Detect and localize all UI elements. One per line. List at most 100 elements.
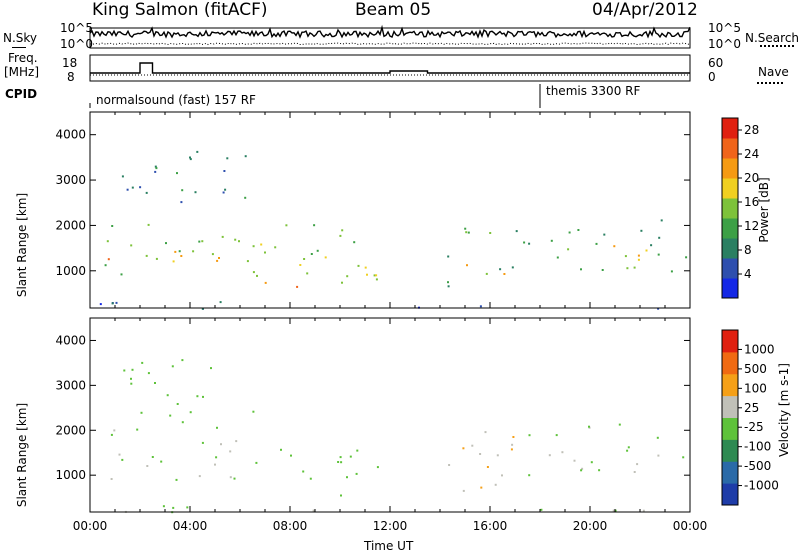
power-cell	[479, 305, 482, 308]
power-cell	[464, 227, 467, 230]
velocity-colorbar-swatch	[722, 395, 738, 418]
velocity-colorbar-tick-label: -1000	[744, 479, 779, 493]
velocity-cell	[573, 459, 576, 462]
velocity-cell	[349, 455, 352, 458]
time-tick-label: 16:00	[473, 519, 508, 533]
freq-unit-label: [MHz]	[4, 65, 40, 79]
power-cell	[316, 249, 319, 252]
cpid-segment-label: normalsound (fast) 157 RF	[96, 93, 256, 107]
nsearch-trace	[89, 42, 691, 46]
velocity-cell	[229, 476, 232, 479]
power-cell	[310, 253, 313, 255]
power-cell	[357, 264, 360, 267]
counts-left-tick-high: 10^5	[60, 21, 93, 35]
power-cell	[126, 188, 129, 191]
velocity-cell	[540, 508, 543, 511]
power-cell	[180, 255, 183, 257]
velocity-cell	[581, 467, 584, 470]
velocity-cell	[633, 471, 636, 473]
velocity-cell	[614, 509, 617, 512]
power-cell	[550, 239, 553, 242]
velocity-cell	[511, 443, 514, 446]
power-cell	[447, 281, 449, 284]
power-cell	[181, 189, 184, 192]
power-cell	[603, 233, 606, 236]
power-colorbar-swatch	[722, 258, 738, 279]
power-cell	[218, 257, 220, 259]
power-cell	[174, 250, 177, 253]
nsearch-label: N.Search	[745, 31, 800, 45]
power-cell	[154, 170, 157, 173]
power-cell	[503, 273, 506, 275]
velocity-cell	[494, 483, 497, 486]
nsearch-legend-line	[760, 45, 794, 47]
time-tick-label: 08:00	[273, 519, 308, 533]
power-cell	[685, 256, 688, 259]
power-cell	[375, 274, 378, 277]
power-cell	[637, 258, 640, 261]
freq-tick-high: 18	[62, 56, 78, 70]
velocity-cell	[110, 478, 113, 480]
velocity-cell	[448, 464, 451, 466]
velocity-cell	[160, 460, 163, 463]
power-cell	[528, 242, 531, 245]
power-colorbar-tick-label: 4	[744, 267, 752, 281]
power-cell	[226, 157, 229, 160]
velocity-cell	[290, 454, 292, 457]
power-cell	[222, 191, 225, 194]
velocity-cell	[548, 454, 551, 457]
velocity-cell	[169, 414, 172, 417]
power-cell	[246, 260, 249, 263]
power-cell	[189, 156, 191, 159]
power-colorbar-swatch	[722, 198, 738, 219]
velocity-panel-frame	[89, 317, 691, 513]
power-cell	[624, 255, 627, 258]
power-cell	[221, 235, 224, 238]
power-colorbar-tick-label: 28	[744, 123, 759, 137]
power-cell	[121, 175, 124, 178]
power-cell	[485, 272, 488, 275]
power-y-tick-label: 3000	[55, 173, 86, 187]
power-cell	[260, 243, 263, 246]
freq-panel-frame	[89, 54, 691, 82]
velocity-cell	[340, 494, 342, 497]
power-cell	[657, 307, 660, 310]
power-cell	[645, 249, 648, 252]
power-colorbar-tick-label: 16	[744, 195, 759, 209]
power-colorbar-swatch	[722, 138, 738, 159]
power-cell	[366, 273, 368, 276]
power-colorbar-swatch	[722, 178, 738, 199]
power-colorbar-swatch	[722, 238, 738, 259]
power-colorbar-tick-label: 24	[744, 147, 759, 161]
power-cell	[244, 196, 247, 199]
power-cell	[244, 155, 247, 158]
velocity-cell	[528, 474, 531, 477]
power-cell	[626, 267, 629, 270]
power-cell	[447, 285, 450, 288]
velocity-cell	[175, 478, 178, 481]
velocity-cell	[172, 506, 175, 509]
velocity-cell	[110, 433, 113, 436]
velocity-cell	[462, 489, 465, 492]
power-cell	[499, 268, 502, 271]
velocity-cell	[612, 509, 615, 512]
velocity-y-tick-label: 3000	[55, 378, 86, 392]
nave-label: Nave	[758, 65, 789, 79]
velocity-cell	[202, 395, 204, 398]
velocity-cell	[198, 475, 201, 478]
velocity-cell	[118, 453, 121, 456]
velocity-cell	[588, 425, 590, 428]
velocity-cell	[471, 444, 474, 447]
velocity-cell	[189, 411, 192, 414]
velocity-cell	[682, 456, 685, 459]
velocity-cell	[196, 395, 199, 398]
power-cell	[264, 251, 266, 254]
velocity-heatmap-layer	[110, 359, 685, 514]
power-cell	[637, 254, 640, 257]
power-panel-ylabel: Slant Range [km]	[15, 192, 29, 298]
power-cell	[613, 245, 616, 248]
power-cell	[577, 229, 580, 231]
velocity-cell	[657, 454, 660, 457]
counts-left-tick-low: 10^0	[60, 37, 93, 51]
velocity-panel-ylabel: Slant Range [km]	[15, 402, 29, 508]
